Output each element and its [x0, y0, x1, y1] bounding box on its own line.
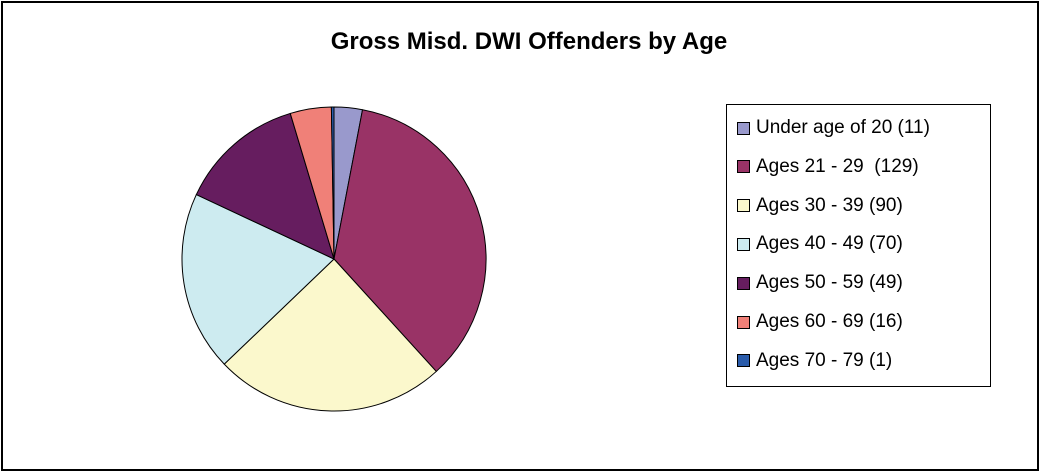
legend-item: Under age of 20 (11): [737, 116, 930, 140]
pie-slice-4: [195, 112, 335, 260]
pie-slice-3: [181, 194, 335, 365]
pie-slice-2: [223, 258, 437, 412]
legend-label: Ages 60 - 69 (16): [756, 311, 903, 332]
legend-label: Ages 50 - 59 (49): [756, 272, 903, 294]
legend-item: Ages 70 - 79 (1): [737, 349, 892, 373]
pie-slice-1: [333, 109, 487, 372]
legend-label: Under age of 20 (11): [756, 117, 930, 138]
legend: Under age of 20 (11) Ages 21 - 29 (129) Ag…: [726, 104, 991, 387]
legend-swatch: [737, 121, 750, 135]
legend-swatch: [737, 199, 750, 213]
legend-swatch: [737, 237, 750, 251]
legend-item: Ages 50 - 59 (49): [737, 271, 903, 295]
legend-label: Ages 40 - 49 (70): [756, 233, 903, 255]
legend-swatch: [737, 315, 750, 329]
legend-swatch: [737, 276, 750, 290]
legend-item: Ages 60 - 69 (16): [737, 310, 903, 334]
pie-slice-6: [330, 106, 335, 260]
legend-swatch: [737, 160, 750, 174]
legend-item: Ages 21 - 29 (129): [737, 155, 919, 179]
legend-item: Ages 30 - 39 (90): [737, 194, 903, 218]
legend-item: Ages 40 - 49 (70): [737, 232, 903, 256]
legend-swatch: [737, 354, 750, 368]
legend-label: Ages 21 - 29 (129): [756, 155, 919, 177]
chart-title: Gross Misd. DWI Offenders by Age: [330, 28, 728, 55]
legend-label: Ages 30 - 39 (90): [756, 194, 903, 216]
legend-label: Ages 70 - 79 (1): [756, 349, 893, 371]
